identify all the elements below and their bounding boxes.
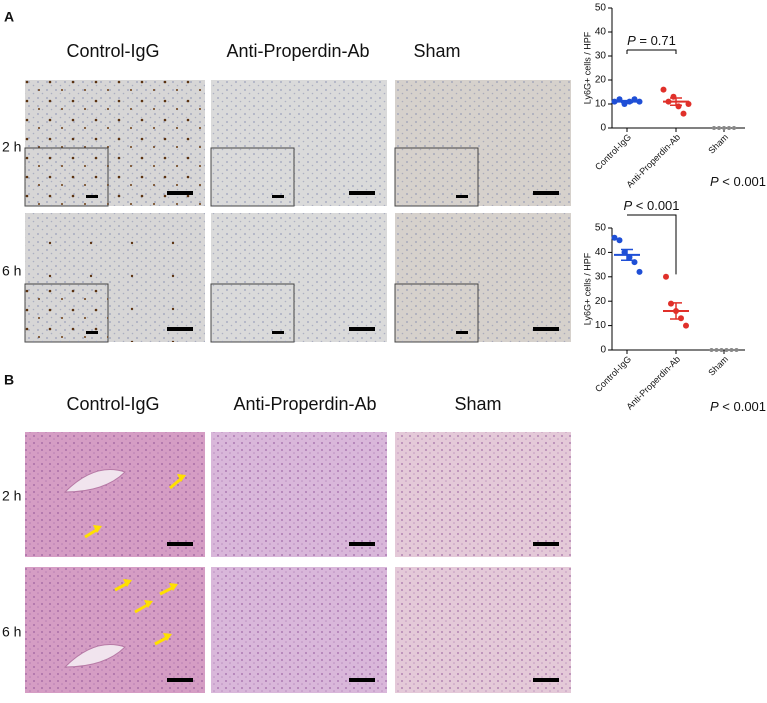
micrograph-texture xyxy=(25,432,205,557)
row-label: 2 h xyxy=(2,139,21,155)
micrograph-texture xyxy=(395,567,571,693)
y-tick-label: 40 xyxy=(595,247,607,258)
scale-bar xyxy=(272,331,284,334)
y-tick-label: 50 xyxy=(595,3,607,14)
panel-label: B xyxy=(4,372,14,388)
scale-bar xyxy=(456,331,468,334)
x-tick-label: Sham xyxy=(706,354,730,378)
y-tick-label: 0 xyxy=(600,123,606,134)
row-label: 6 h xyxy=(2,624,21,640)
bracket xyxy=(627,214,677,275)
data-point xyxy=(683,322,689,329)
data-point xyxy=(732,126,736,130)
micrograph-texture xyxy=(25,567,205,693)
scale-bar xyxy=(167,191,193,195)
scale-bar xyxy=(533,327,559,331)
annotation: P = 0.71 xyxy=(627,33,676,48)
column-header: Control-IgG xyxy=(66,41,159,61)
x-tick-label: Anti-Properdin-Ab xyxy=(624,132,682,190)
y-tick-label: 10 xyxy=(595,320,607,331)
annotation: P < 0.001 xyxy=(623,198,679,213)
vessel xyxy=(63,644,126,668)
footnote: P < 0.001 xyxy=(710,174,766,189)
scale-bar xyxy=(349,542,375,546)
data-point xyxy=(709,348,714,352)
error-bar xyxy=(621,248,633,261)
y-tick-label: 40 xyxy=(595,27,607,38)
scale-bar xyxy=(86,331,98,334)
bracket xyxy=(626,49,677,54)
error-bar xyxy=(670,302,682,320)
arrow-head xyxy=(93,525,102,533)
data-point xyxy=(724,348,729,352)
micrograph-texture xyxy=(211,567,387,693)
column-header: Anti-Properdin-Ab xyxy=(226,41,369,61)
scale-bar xyxy=(167,678,193,682)
row-label: 2 h xyxy=(2,488,21,504)
data-point xyxy=(663,273,669,280)
data-point xyxy=(660,86,667,93)
y-tick-label: 30 xyxy=(595,271,607,282)
scale-bar xyxy=(167,542,193,546)
column-header: Sham xyxy=(454,394,501,414)
y-tick-label: 20 xyxy=(595,75,607,86)
arrow-head xyxy=(169,583,178,591)
y-tick-label: 10 xyxy=(595,99,607,110)
data-point xyxy=(717,126,721,130)
y-tick-label: 20 xyxy=(595,296,607,307)
data-point xyxy=(722,126,726,130)
data-point xyxy=(729,348,734,352)
micrograph-texture xyxy=(395,432,571,557)
column-header: Anti-Properdin-Ab xyxy=(233,394,376,414)
column-header: Control-IgG xyxy=(66,394,159,414)
scale-bar xyxy=(533,542,559,546)
arrow-head xyxy=(123,579,132,587)
data-point xyxy=(714,348,719,352)
data-point xyxy=(636,268,643,275)
scale-bar xyxy=(349,327,375,331)
data-point xyxy=(719,348,724,352)
y-tick-label: 50 xyxy=(595,223,607,234)
scale-bar xyxy=(167,327,193,331)
scale-bar xyxy=(533,191,559,195)
scale-bar xyxy=(349,191,375,195)
column-header: Sham xyxy=(413,41,460,61)
y-axis-label: Ly6G+ cells / HPF xyxy=(582,252,592,325)
error-bar xyxy=(621,99,633,104)
data-point xyxy=(712,126,716,130)
micrograph-texture xyxy=(211,432,387,557)
data-point xyxy=(734,348,739,352)
data-point xyxy=(680,110,687,117)
scale-bar xyxy=(533,678,559,682)
footnote: P < 0.001 xyxy=(710,399,766,414)
error-bar xyxy=(670,97,682,106)
scale-bar xyxy=(456,195,468,198)
y-axis-label: Ly6G+ cells / HPF xyxy=(582,31,592,104)
data-point xyxy=(611,234,618,241)
x-tick-label: Control-IgG xyxy=(593,354,633,394)
panel-label: A xyxy=(4,9,14,25)
y-tick-label: 0 xyxy=(600,345,606,356)
arrow-head xyxy=(163,633,172,641)
x-tick-label: Control-IgG xyxy=(593,132,633,172)
x-tick-label: Sham xyxy=(706,132,730,156)
arrow-head xyxy=(144,600,153,608)
x-tick-label: Anti-Properdin-Ab xyxy=(624,354,682,412)
arrow-head xyxy=(177,474,186,482)
data-point xyxy=(727,126,731,130)
row-label: 6 h xyxy=(2,263,21,279)
scale-bar xyxy=(86,195,98,198)
y-tick-label: 30 xyxy=(595,51,607,62)
data-point xyxy=(616,237,623,244)
scale-bar xyxy=(349,678,375,682)
scale-bar xyxy=(272,195,284,198)
vessel xyxy=(63,469,126,493)
